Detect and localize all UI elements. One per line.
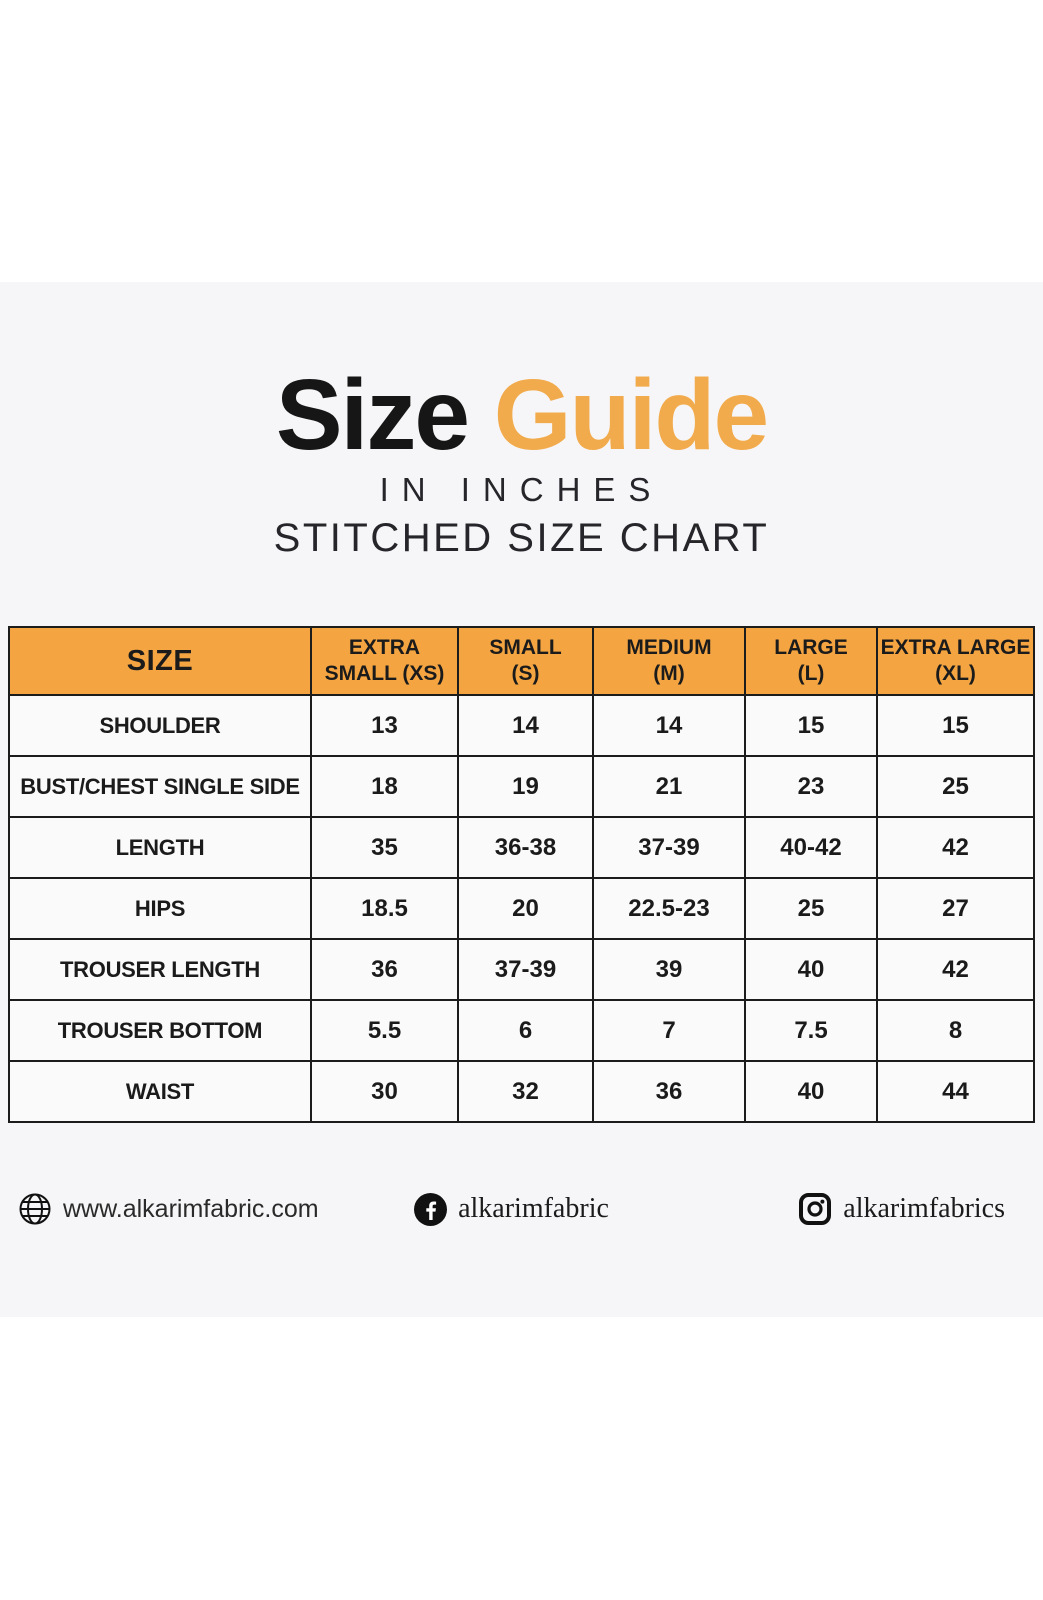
cell-length-m: 37-39 [594,818,744,877]
row-label-bust-chest: BUST/CHEST SINGLE SIDE [10,757,310,816]
cell-bust-xl: 25 [878,757,1033,816]
title-word-size: Size [275,359,470,471]
cell-length-s: 36-38 [459,818,592,877]
column-header-line2: (M) [653,662,685,685]
cell-shoulder-s: 14 [459,696,592,755]
title-word-guide: Guide [493,359,769,471]
cell-waist-xl: 44 [878,1062,1033,1121]
footer-website: www.alkarimfabric.com [18,1192,347,1226]
cell-trouser-length-l: 40 [746,940,876,999]
facebook-handle: alkarimfabric [458,1193,609,1224]
row-label-trouser-length: TROUSER LENGTH [10,940,310,999]
globe-icon [18,1192,52,1226]
cell-trouser-length-m: 39 [594,940,744,999]
cell-bust-xs: 18 [312,757,457,816]
cell-length-l: 40-42 [746,818,876,877]
column-header-line1: EXTRA LARGE [880,636,1031,659]
cell-waist-s: 32 [459,1062,592,1121]
column-header-line1: EXTRA [348,636,421,659]
cell-bust-m: 21 [594,757,744,816]
column-header-large: LARGE (L) [746,628,876,694]
column-header-line1: SMALL [489,636,562,659]
cell-trouser-bottom-l: 7.5 [746,1001,876,1060]
subtitle-in-inches: IN INCHES [379,471,664,508]
row-label-length: LENGTH [10,818,310,877]
cell-length-xs: 35 [312,818,457,877]
row-label-shoulder: SHOULDER [10,696,310,755]
column-header-line2: (L) [797,662,825,685]
cell-trouser-length-xs: 36 [312,940,457,999]
instagram-handle: alkarimfabrics [843,1193,1005,1224]
website-url: www.alkarimfabric.com [63,1194,319,1223]
cell-trouser-length-s: 37-39 [459,940,592,999]
column-header-extra-large: EXTRA LARGE (XL) [878,628,1033,694]
footer: www.alkarimfabric.com alkarimfabric [0,1186,1043,1232]
cell-bust-s: 19 [459,757,592,816]
column-header-line2: (XL) [935,662,976,685]
instagram-icon [798,1192,832,1226]
cell-waist-l: 40 [746,1062,876,1121]
row-label-hips: HIPS [10,879,310,938]
cell-waist-m: 36 [594,1062,744,1121]
cell-trouser-bottom-s: 6 [459,1001,592,1060]
cell-hips-xl: 27 [878,879,1033,938]
cell-hips-m: 22.5-23 [594,879,744,938]
column-header-medium: MEDIUM (M) [594,628,744,694]
size-table: SIZE EXTRA SMALL (XS) SMALL (S) MEDIUM (… [8,626,1035,1123]
column-header-line1: MEDIUM [626,636,712,659]
cell-shoulder-l: 15 [746,696,876,755]
cell-shoulder-xl: 15 [878,696,1033,755]
cell-shoulder-xs: 13 [312,696,457,755]
cell-trouser-bottom-xs: 5.5 [312,1001,457,1060]
cell-hips-l: 25 [746,879,876,938]
cell-hips-s: 20 [459,879,592,938]
column-header-size: SIZE [10,628,310,694]
cell-shoulder-m: 14 [594,696,744,755]
cell-trouser-bottom-xl: 8 [878,1001,1033,1060]
column-header-line2: SMALL (XS) [324,662,445,685]
cell-bust-l: 23 [746,757,876,816]
column-header-line1: LARGE [774,636,848,659]
facebook-icon [414,1192,448,1226]
footer-facebook: alkarimfabric [414,1192,609,1226]
cell-trouser-bottom-m: 7 [594,1001,744,1060]
page-title: Size Guide [0,365,1043,465]
row-label-waist: WAIST [10,1062,310,1121]
cell-length-xl: 42 [878,818,1033,877]
footer-instagram: alkarimfabrics [798,1192,1005,1226]
subtitle-stitched-size-chart: STITCHED SIZE CHART [273,516,770,560]
cell-hips-xs: 18.5 [312,879,457,938]
cell-trouser-length-xl: 42 [878,940,1033,999]
row-label-trouser-bottom: TROUSER BOTTOM [10,1001,310,1060]
column-header-line2: (S) [511,662,540,685]
content-band: Size Guide IN INCHES STITCHED SIZE CHART… [0,282,1043,1317]
column-header-extra-small: EXTRA SMALL (XS) [312,628,457,694]
title-block: Size Guide IN INCHES STITCHED SIZE CHART [0,365,1043,561]
cell-waist-xs: 30 [312,1062,457,1121]
column-header-small: SMALL (S) [459,628,592,694]
